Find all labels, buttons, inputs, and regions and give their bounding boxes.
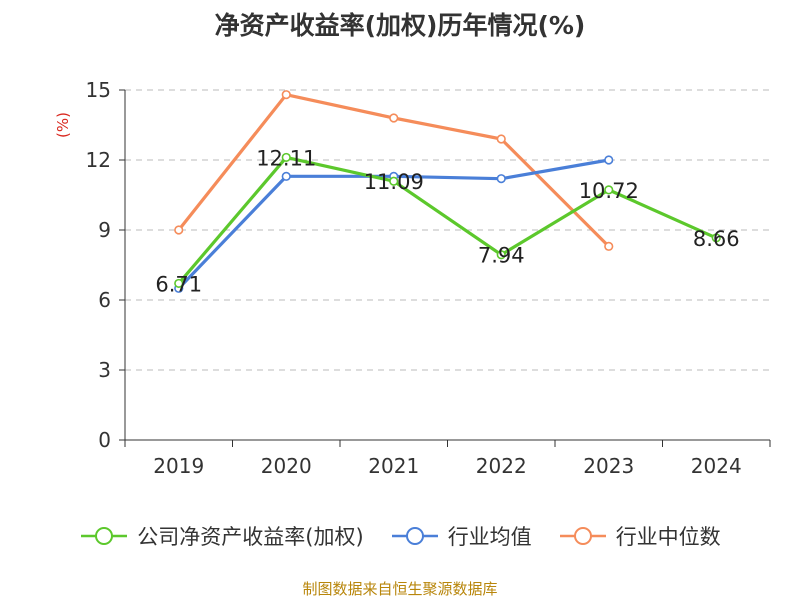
- gridlines: [125, 89, 770, 371]
- legend-item-2[interactable]: 行业中位数: [558, 521, 721, 551]
- y-tick-label: 0: [98, 428, 111, 452]
- series-point-0: [389, 176, 399, 186]
- source-note: 制图数据来自恒生聚源数据库: [302, 580, 498, 598]
- legend-label: 行业中位数: [615, 525, 721, 549]
- x-tick-label: 2019: [153, 454, 204, 478]
- legend: 公司净资产收益率(加权) 行业均值 行业中位数: [0, 518, 800, 554]
- data-label: 6.71: [155, 272, 202, 296]
- legend-label: 行业均值: [447, 525, 532, 549]
- series-point-2: [496, 134, 506, 144]
- data-label: 11.09: [364, 170, 424, 194]
- series-layer: [174, 90, 721, 293]
- series-point-0: [496, 250, 506, 260]
- series-point-2: [281, 90, 291, 100]
- series-point-1: [281, 171, 291, 181]
- series-point-0: [174, 278, 184, 289]
- x-tick-label: 2020: [261, 454, 312, 478]
- data-labels: 6.71 12.11 11.09 7.94 10.72 8.66: [155, 146, 739, 296]
- x-tick-label: 2022: [476, 454, 527, 478]
- series-point-2: [174, 225, 184, 235]
- legend-item-1[interactable]: 行业均值: [390, 521, 532, 551]
- legend-label: 公司净资产收益率(加权): [137, 525, 364, 549]
- series-line-0: [177, 155, 718, 286]
- x-tick-label: 2023: [583, 454, 634, 478]
- legend-marker-icon: [559, 527, 606, 545]
- series-point-1: [604, 155, 614, 165]
- axes: 0 3 6 9 12 15 2019 2020 2021 2022 2023 2024: [86, 78, 771, 478]
- series-point-1: [496, 174, 506, 184]
- y-tick-label: 15: [86, 78, 111, 102]
- series-point-2: [604, 241, 614, 251]
- y-axis-unit-label: (%): [54, 112, 72, 138]
- data-label: 7.94: [478, 244, 525, 268]
- legend-marker-icon: [81, 527, 128, 545]
- chart-title: 净资产收益率(加权)历年情况(%): [214, 11, 586, 40]
- data-label: 10.72: [579, 179, 639, 203]
- legend-marker-circle: [95, 527, 114, 545]
- legend-marker-circle: [405, 527, 424, 545]
- y-tick-label: 9: [98, 218, 111, 242]
- y-tick-label: 12: [86, 148, 111, 172]
- series-point-2: [389, 113, 399, 123]
- series-point-0: [604, 185, 614, 195]
- x-tick-label: 2024: [691, 454, 742, 478]
- y-tick-label: 6: [98, 288, 111, 312]
- y-tick-label: 3: [98, 358, 111, 382]
- series-point-0: [281, 152, 291, 163]
- series-point-0: [711, 233, 721, 243]
- data-label: 8.66: [693, 227, 740, 251]
- x-tick-label: 2021: [368, 454, 419, 478]
- legend-marker-circle: [573, 527, 592, 545]
- data-label: 12.11: [256, 146, 316, 170]
- legend-item-0[interactable]: 公司净资产收益率(加权): [79, 521, 364, 551]
- legend-marker-icon: [391, 527, 438, 545]
